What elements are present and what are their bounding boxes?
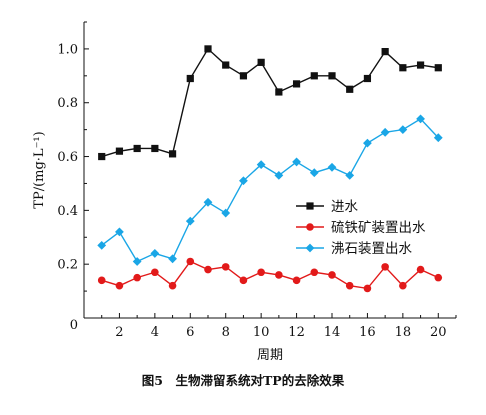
data-point [416,265,425,274]
y-tick-label: 1.0 [57,42,78,57]
data-point [434,273,443,282]
data-point [292,157,301,167]
data-point [257,268,265,277]
series-line [101,47,439,158]
data-point [310,268,319,277]
data-point [274,170,284,180]
data-point [292,276,301,285]
data-point [222,61,230,69]
x-tick-label: 16 [359,325,376,340]
data-point [381,263,389,271]
data-point [115,281,124,290]
y-axis-title: TP/(mg·L⁻¹) [32,131,47,208]
data-point [133,273,141,282]
data-point [204,265,212,274]
data-point [221,208,231,218]
data-point [434,64,442,72]
data-point [115,147,124,155]
data-point [151,144,159,153]
x-tick-label: 18 [395,325,412,340]
data-point [185,216,195,226]
y-tick-label: 0.4 [57,204,78,219]
axes: 0.2 0.4 0.6 0.8 1.0 0 2 4 6 8 10 12 14 16 18 20 周期 TP/(mg… [32,21,457,363]
legend-entry-2: 沸石装置出水 [296,241,412,257]
data-point [115,227,124,237]
data-point [292,80,301,88]
data-point [168,254,177,264]
data-point [399,64,407,72]
data-point [363,74,372,83]
data-point [168,150,177,158]
data-point [433,133,443,143]
x-tick-label: 8 [222,325,230,340]
x-tick-label: 14 [324,325,341,340]
legend-marker [306,202,314,210]
data-point [328,72,336,80]
data-point [132,257,142,266]
data-point [98,152,106,161]
data-point [381,48,389,56]
data-point [398,125,408,135]
x-tick-label: 12 [288,325,305,340]
data-point [327,162,337,172]
data-point [204,45,212,53]
series-2 [97,114,443,266]
data-point [310,72,318,80]
x-tick-label: 10 [253,325,270,340]
x-tick-label: 2 [115,325,123,340]
data-point [345,281,354,290]
data-point [97,240,107,250]
series-1 [97,257,443,293]
data-point [416,61,425,69]
data-point [151,268,159,277]
y-tick-label: 0.6 [57,150,78,165]
data-point [239,72,248,80]
y-tick-label: 0.8 [57,96,78,111]
data-point [239,276,248,285]
y-tick-label: 0.2 [57,258,78,273]
data-point [346,85,354,93]
data-point [97,276,106,285]
data-point [345,170,355,180]
figure-caption: 图5 生物滞留系统对TP的去除效果 [142,373,345,388]
legend-marker [305,243,315,253]
plot-area [97,45,443,293]
data-point [186,257,195,266]
data-point [328,271,336,279]
data-point [221,263,230,271]
data-point [133,144,141,153]
data-point [275,88,283,96]
legend-label: 硫铁矿装置出水 [331,220,426,236]
x-tick-label: 4 [151,325,159,340]
data-point [257,58,265,66]
x-tick-label: 20 [430,325,447,340]
data-point [363,284,372,293]
x-axis-title: 周期 [257,348,283,363]
data-point [309,168,319,178]
data-point [168,281,177,290]
data-point [380,127,390,137]
data-point [363,138,372,148]
data-point [256,160,266,170]
data-point [416,114,425,124]
legend-entry-1: 硫铁矿装置出水 [296,220,426,236]
legend-label: 沸石装置出水 [331,241,412,257]
series-0 [98,45,442,161]
data-point [399,281,407,290]
legend-marker [306,223,314,231]
origin-label: 0 [70,318,78,333]
data-point [150,249,160,258]
x-tick-label: 6 [186,325,194,340]
data-point [239,176,248,186]
data-point [203,197,213,207]
legend-label: 进水 [331,199,358,215]
legend-entry-0: 进水 [296,199,358,215]
data-point [186,74,194,83]
data-point [275,271,283,279]
